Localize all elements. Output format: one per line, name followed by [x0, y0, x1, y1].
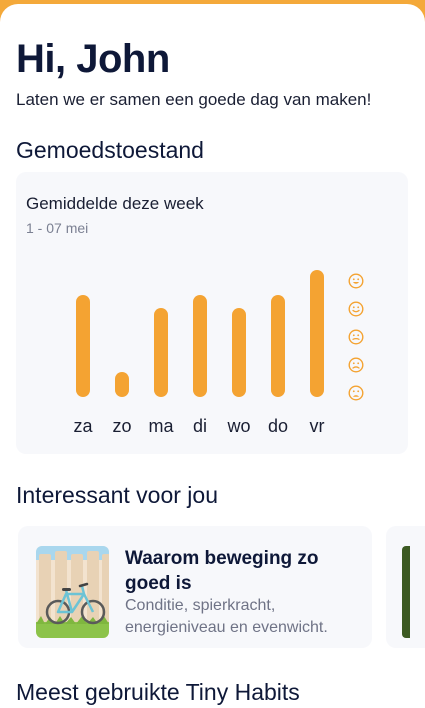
mood-card-title: Gemiddelde deze week: [26, 194, 204, 213]
habits-section-title: Meest gebruikte Tiny Habits: [16, 679, 300, 705]
next-article-thumbnail: [402, 546, 410, 638]
next-article-card-peek[interactable]: [386, 526, 425, 648]
day-label-ma: ma: [148, 416, 174, 436]
sad-face-icon: [348, 357, 364, 373]
neutral-face-icon: [348, 329, 364, 345]
mood-chart-card[interactable]: Gemiddelde deze week 1 - 07 mei z: [16, 172, 408, 454]
article-title: Waarom beweging zo goed is: [125, 548, 319, 594]
mood-bar-di: [193, 295, 207, 397]
greeting-title: Hi, John: [16, 37, 170, 81]
interesting-section-title: Interessant voor jou: [16, 482, 219, 508]
happy-face-icon: [348, 301, 364, 317]
day-label-zo: zo: [112, 416, 132, 436]
mood-bar-wo: [232, 308, 246, 397]
mood-bar-za: [76, 295, 90, 397]
greeting-subtitle: Laten we er samen een goede dag van make…: [16, 90, 372, 109]
article-carousel[interactable]: Waarom beweging zo goed is Conditie, spi…: [18, 526, 425, 648]
article-card[interactable]: Waarom beweging zo goed is Conditie, spi…: [18, 526, 372, 648]
home-screen: Hi, John Laten we er samen een goede dag…: [0, 4, 425, 708]
day-label-do: do: [267, 416, 289, 436]
mood-section-title: Gemoedstoestand: [16, 137, 204, 163]
day-label-di: di: [192, 416, 207, 436]
day-label-wo: wo: [227, 416, 251, 436]
mood-bar-zo: [115, 371, 129, 397]
mood-bar-ma: [154, 308, 168, 397]
mood-bar-do: [271, 295, 285, 397]
very-happy-face-icon: [348, 273, 364, 289]
day-label-vr: vr: [309, 416, 325, 436]
mood-bar-vr: [310, 270, 324, 397]
mood-card-date-range: 1 - 07 mei: [26, 220, 89, 236]
article-thumbnail-bicycle: [36, 546, 109, 638]
very-sad-face-icon: [348, 385, 364, 401]
article-description: Conditie, spierkracht, energieniveau en …: [125, 597, 328, 636]
day-label-za: za: [73, 416, 93, 436]
